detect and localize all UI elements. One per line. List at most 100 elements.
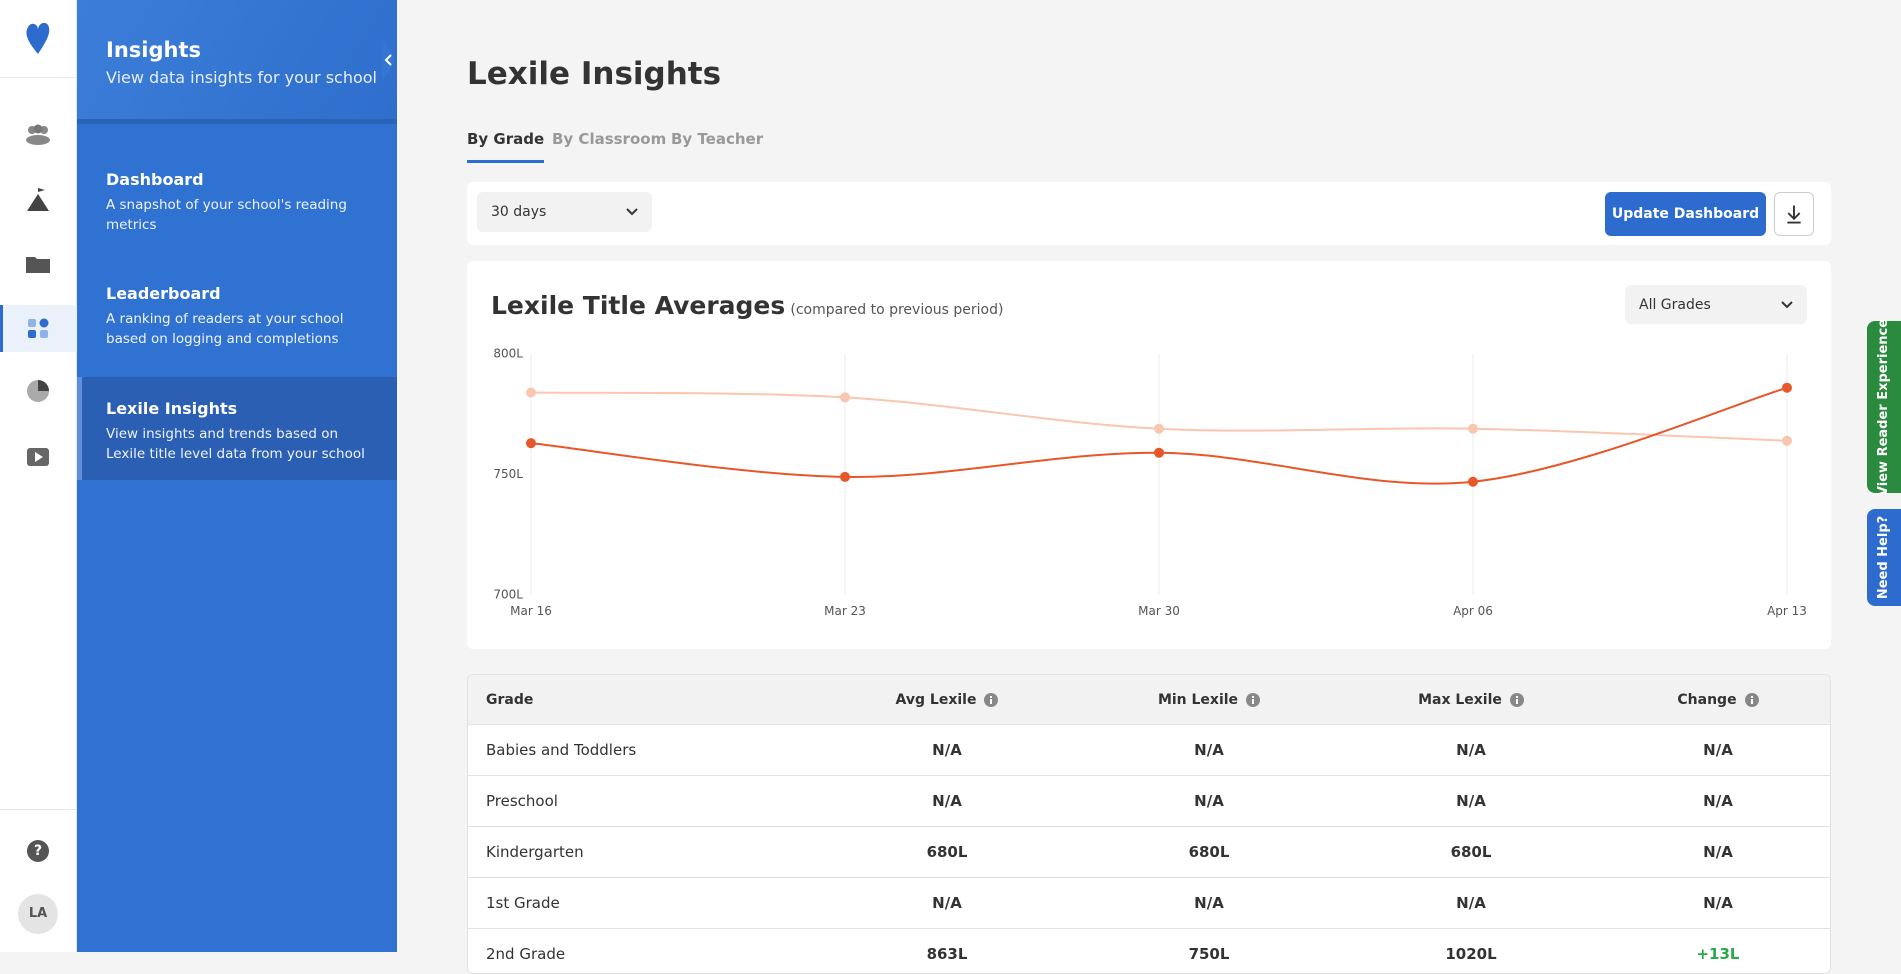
table-row: Preschool N/A N/A N/A N/A	[468, 776, 1830, 827]
table-cell: N/A	[1456, 894, 1486, 912]
table-cell: 680L	[1188, 843, 1230, 861]
table-row: Kindergarten 680L 680L 680L N/A	[468, 827, 1830, 878]
side-tab-text: View Reader Experience	[1876, 318, 1892, 496]
video-icon[interactable]	[24, 443, 52, 471]
header-cell: Grade	[486, 675, 533, 724]
table-cell: Preschool	[486, 792, 558, 810]
header-cell: Max Lexile	[1371, 675, 1571, 724]
nav-description: A snapshot of your school's reading metr…	[106, 197, 347, 233]
data-point	[526, 387, 536, 398]
update-button[interactable]: Update Dashboard	[1605, 192, 1766, 236]
chart-title: Lexile Title Averages	[491, 291, 786, 320]
side-tab-text: Need Help?	[1876, 515, 1892, 600]
nav-item-active[interactable]: Lexile Insights View insights and trends …	[77, 377, 397, 480]
table-cell: Kindergarten	[486, 843, 584, 861]
divider	[0, 77, 77, 78]
nav-item[interactable]: Dashboard A snapshot of your school's rea…	[77, 148, 397, 262]
table-cell: 1st Grade	[486, 894, 560, 912]
info-icon[interactable]	[1246, 692, 1261, 707]
nav-title: Dashboard	[106, 170, 204, 189]
download-button[interactable]	[1774, 192, 1814, 236]
table-cell: N/A	[1456, 792, 1486, 810]
x-tick-label: Apr 13	[1767, 604, 1807, 618]
reports-icon[interactable]	[24, 377, 52, 405]
table-header: Grade Avg Lexile Min Lexile Max Lexile Chang…	[468, 675, 1830, 725]
select-text: 30 days	[491, 204, 547, 220]
table-cell: 680L	[1450, 843, 1492, 861]
header-text: Min Lexile	[1157, 691, 1239, 708]
chevron	[1781, 300, 1793, 308]
lexile-table: Grade Avg Lexile Min Lexile Max Lexile Chang…	[467, 674, 1831, 974]
header-text: Max Lexile	[1418, 691, 1502, 708]
table-row: 1st Grade N/A N/A N/A N/A	[468, 878, 1830, 929]
library-icon[interactable]	[24, 250, 52, 278]
chart-subtitle: (compared to previous period)	[790, 302, 1004, 318]
logo[interactable]	[22, 20, 54, 56]
nav-title: Leaderboard	[106, 284, 221, 303]
insights-icon[interactable]	[24, 314, 52, 342]
table-cell: N/A	[932, 741, 962, 759]
table-cell: N/A	[932, 894, 962, 912]
x-tick-label: Mar 30	[1138, 604, 1180, 618]
reader-experience-tab[interactable]: View Reader Experience	[1867, 318, 1901, 496]
data-point	[1468, 476, 1478, 487]
table-cell: N/A	[1703, 894, 1733, 912]
table-cell: 680L	[926, 843, 968, 861]
filter-bar	[467, 182, 1831, 245]
help-icon[interactable]: ?	[27, 840, 49, 862]
chart-card: Lexile Title Averages (compared to previ…	[467, 261, 1831, 649]
students-icon[interactable]	[24, 120, 52, 148]
nav-description: View insights and trends based on Lexile…	[106, 426, 365, 462]
help-tab[interactable]: Need Help?	[1867, 509, 1901, 606]
line-chart: 700L 750L 800L Mar 16 Mar 23 Mar 30 Apr 06 Apr …	[493, 347, 1807, 619]
table-cell: N/A	[1194, 894, 1224, 912]
sidebar-subtitle: View data insights for your school	[106, 68, 377, 87]
tab[interactable]: By Classroom	[552, 130, 667, 148]
grade-select[interactable]: All Grades	[1625, 285, 1807, 324]
info-icon[interactable]	[1744, 692, 1759, 707]
x-tick-label: Mar 23	[824, 604, 866, 618]
header-text: Avg Lexile	[895, 691, 977, 708]
sidebar-title: Insights	[106, 38, 201, 62]
select-text: All Grades	[1639, 296, 1711, 313]
info-icon[interactable]	[1509, 692, 1524, 707]
y-tick-label: 700L	[493, 588, 523, 602]
nav-title: Lexile Insights	[106, 399, 238, 418]
page-title: Lexile Insights	[467, 56, 722, 92]
table-row: Babies and Toddlers N/A N/A N/A N/A	[468, 725, 1830, 776]
x-tick-label: Mar 16	[510, 604, 552, 618]
header-cell: Change	[1618, 675, 1818, 724]
header-text: Grade	[486, 691, 534, 708]
tab[interactable]: By Teacher	[671, 130, 764, 148]
data-point	[1154, 447, 1164, 458]
table-cell: N/A	[1194, 792, 1224, 810]
table-cell: N/A	[1703, 792, 1733, 810]
table-cell: N/A	[1703, 843, 1733, 861]
goals-icon[interactable]	[24, 186, 52, 214]
data-point	[840, 392, 850, 403]
table-cell: N/A	[1194, 741, 1224, 759]
nav-description: A ranking of readers at your school base…	[106, 311, 344, 347]
y-tick-label: 750L	[493, 467, 523, 481]
header-cell: Avg Lexile	[847, 675, 1047, 724]
chart-heading: Lexile Title Averages (compared to previ…	[491, 291, 1003, 320]
nav-item[interactable]: Leaderboard A ranking of readers at your …	[77, 262, 397, 376]
data-point	[1154, 423, 1164, 434]
data-point	[840, 471, 850, 482]
sidebar-header: Insights View data insights for your sch…	[77, 0, 397, 124]
header-cell: Min Lexile	[1109, 675, 1309, 724]
collapse-button[interactable]	[382, 40, 412, 80]
data-point	[1782, 435, 1792, 446]
table-cell: Babies and Toddlers	[486, 741, 637, 759]
info-icon[interactable]	[984, 692, 999, 707]
data-point	[526, 438, 536, 449]
tab-active[interactable]: By Grade	[467, 130, 545, 163]
avatar[interactable]: LA	[18, 894, 58, 934]
header-text: Change	[1677, 691, 1737, 708]
table-cell: N/A	[1703, 741, 1733, 759]
sidebar: Insights View data insights for your sch…	[77, 0, 397, 952]
table-cell: N/A	[932, 792, 962, 810]
y-tick-label: 800L	[493, 347, 523, 361]
period-select[interactable]: 30 days	[477, 192, 652, 232]
